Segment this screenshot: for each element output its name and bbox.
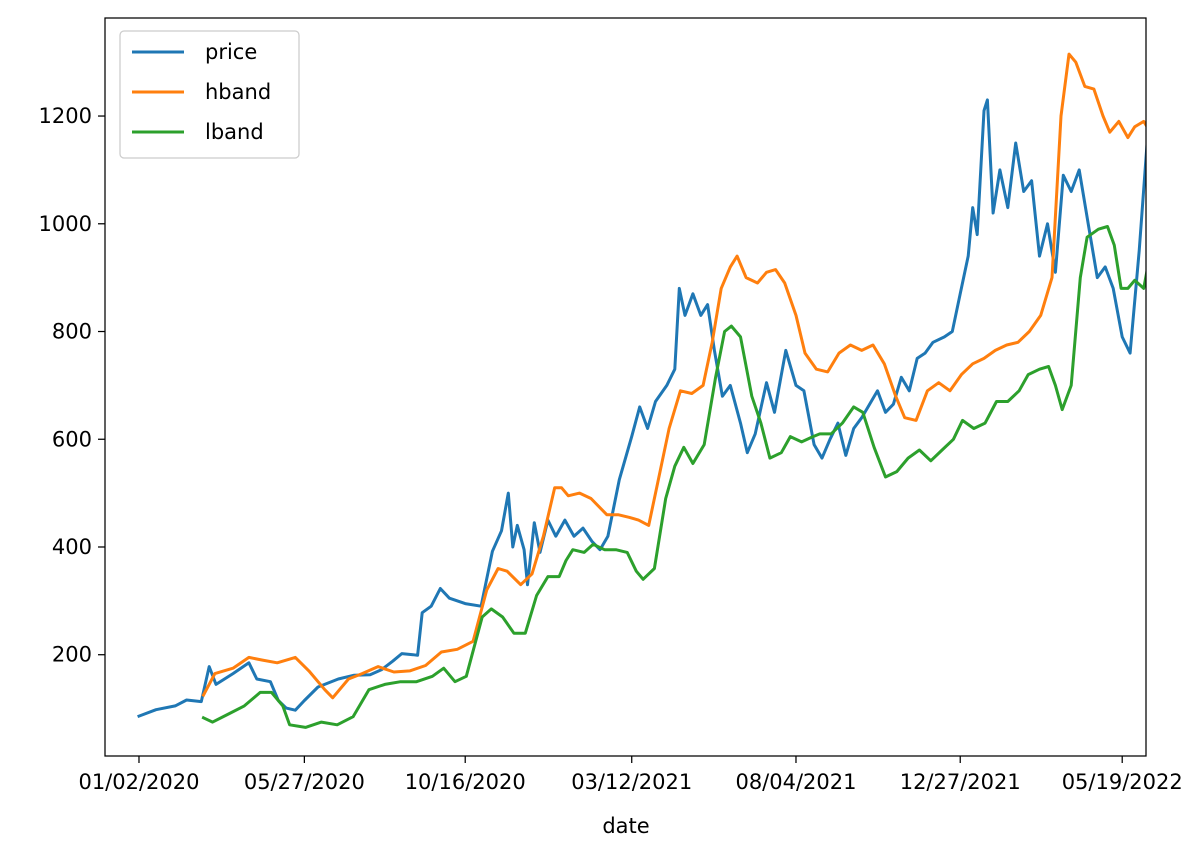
x-tick-label: 08/04/2021 [735,770,856,794]
legend-label-lband: lband [205,120,264,144]
y-tick-label: 400 [52,535,92,559]
y-tick-label: 1000 [39,212,92,236]
x-axis-ticks: 01/02/2020 05/27/2020 10/16/2020 03/12/2021… [78,756,1183,794]
legend-label-hband: hband [205,80,271,104]
legend: price hband lband [119,30,300,159]
series-layer [137,52,1146,729]
legend-label-price: price [205,40,257,64]
series-line-lband [201,225,1146,729]
series-line-price [137,98,1146,719]
x-tick-label: 05/27/2020 [244,770,365,794]
plot-frame [104,17,1147,757]
y-tick-label: 200 [52,643,92,667]
x-tick-label: 05/19/2022 [1062,770,1183,794]
y-axis-ticks: 200 400 600 800 1000 1200 [39,104,105,667]
legend-box [119,30,300,159]
y-tick-label: 1200 [39,104,92,128]
x-tick-label: 03/12/2021 [571,770,692,794]
x-axis-label: date [602,814,649,838]
y-tick-label: 600 [52,427,92,451]
x-tick-label: 10/16/2020 [405,770,526,794]
series-line-hband [201,52,1146,700]
x-tick-label: 12/27/2021 [900,770,1021,794]
y-tick-label: 800 [52,320,92,344]
x-tick-label: 01/02/2020 [78,770,199,794]
